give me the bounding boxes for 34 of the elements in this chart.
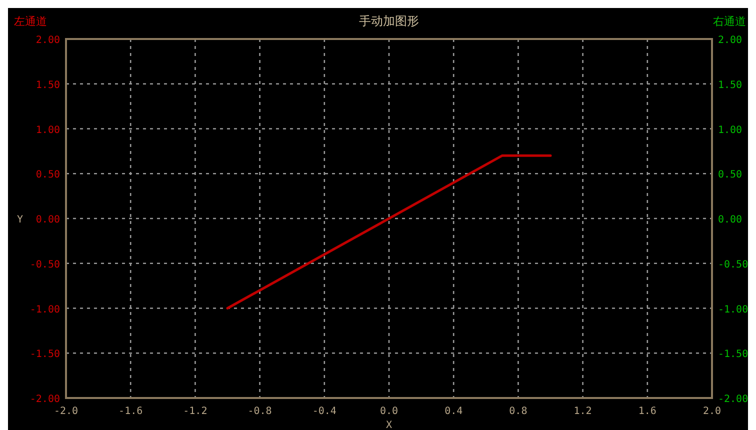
y-axis-title: Y xyxy=(16,214,24,226)
y2-tick-label: -1.50 xyxy=(718,349,748,360)
y-tick-label: 1.50 xyxy=(36,80,60,91)
x-tick-label: 1.2 xyxy=(574,406,592,417)
x-tick-label: 0.0 xyxy=(380,406,398,417)
chart-title: 手动加图形 xyxy=(359,14,419,28)
y-tick-label: 0.00 xyxy=(36,214,60,226)
y2-tick-label: 1.00 xyxy=(718,124,742,136)
x-tick-label: -2.0 xyxy=(54,406,78,417)
y2-tick-label: -1.00 xyxy=(718,304,748,316)
x-tick-label: -0.4 xyxy=(312,406,336,417)
y-tick-label: -1.50 xyxy=(30,349,60,360)
y2-tick-label: -0.50 xyxy=(718,259,748,270)
x-tick-label: 1.6 xyxy=(638,406,656,417)
x-tick-label: -1.2 xyxy=(183,406,208,417)
y-tick-label: 2.00 xyxy=(36,35,60,46)
y2-tick-label: 0.00 xyxy=(718,214,742,226)
text: 右通道 xyxy=(713,15,746,28)
text: 左通道 xyxy=(14,15,47,28)
x-tick-label: 0.4 xyxy=(444,406,463,417)
y2-tick-label: -2.00 xyxy=(718,394,748,405)
y-tick-label: 0.50 xyxy=(36,170,60,181)
y2-tick-label: 0.50 xyxy=(718,170,742,181)
x-tick-label: 0.8 xyxy=(509,406,528,417)
y2-tick-label: 1.50 xyxy=(718,80,742,91)
x-axis-title: X xyxy=(386,420,392,430)
x-tick-label: -1.6 xyxy=(118,406,143,417)
y2-tick-label: 2.00 xyxy=(718,35,742,46)
y-tick-label: -0.50 xyxy=(30,259,60,270)
x-tick-label: 2.0 xyxy=(702,406,722,417)
y-tick-label: -2.00 xyxy=(30,394,60,405)
y-tick-label: -1.00 xyxy=(30,304,60,316)
y-tick-label: 1.00 xyxy=(36,124,60,136)
x-tick-label: -0.8 xyxy=(248,406,272,417)
